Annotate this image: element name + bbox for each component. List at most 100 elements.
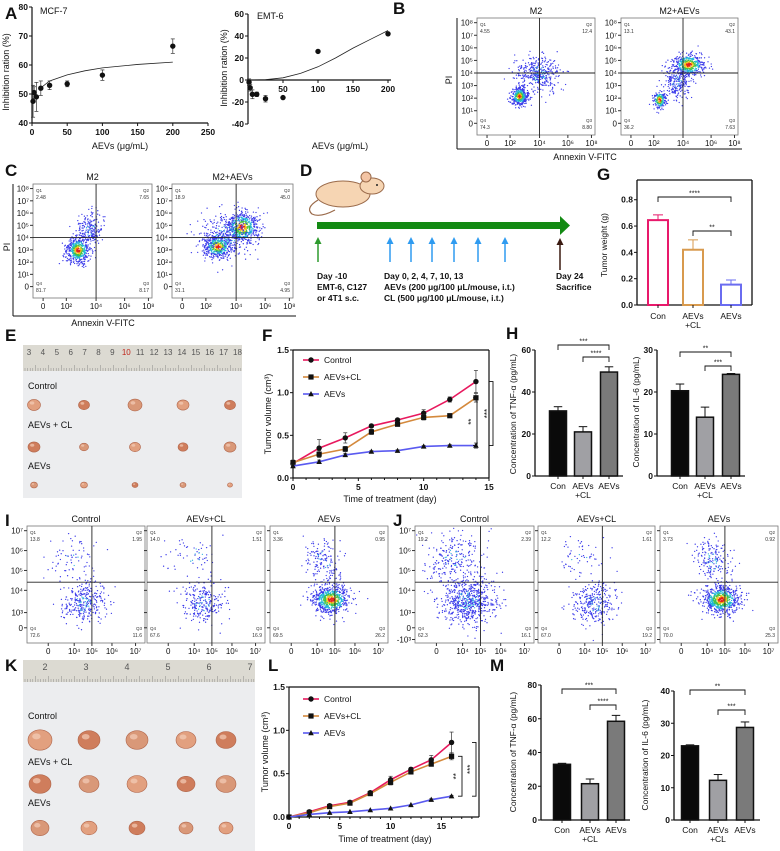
event-dot <box>207 248 209 250</box>
x-tick-label: 5 <box>356 482 361 492</box>
event-dot <box>70 259 73 261</box>
event-dot <box>81 213 83 216</box>
y-tick-label: 80 <box>528 680 538 690</box>
event-dot <box>654 95 657 97</box>
event-dot <box>231 247 234 249</box>
event-dot <box>198 621 201 623</box>
y-tick-label: 0 <box>19 624 24 633</box>
event-dot <box>240 238 243 240</box>
event-dot <box>678 57 680 59</box>
event-dot <box>508 67 510 70</box>
event-dot <box>254 216 256 218</box>
event-dot <box>664 92 666 95</box>
event-dot <box>694 73 696 75</box>
event-dot <box>215 255 217 257</box>
event-dot <box>96 589 99 592</box>
event-dot <box>550 76 552 78</box>
event-dot <box>251 219 253 222</box>
event-dot <box>91 207 93 210</box>
event-dot <box>77 255 80 257</box>
event-dot <box>692 67 694 70</box>
event-dot <box>545 75 547 77</box>
event-dot <box>534 79 537 82</box>
event-dot <box>223 225 225 228</box>
event-dot <box>232 250 235 252</box>
event-dot <box>241 227 243 229</box>
event-dot <box>525 99 527 101</box>
panel-label-G: G <box>597 165 610 184</box>
event-dot <box>687 74 689 76</box>
event-dot <box>664 97 667 100</box>
event-dot <box>686 56 688 59</box>
event-dot <box>79 594 82 596</box>
event-dot <box>694 55 696 57</box>
event-dot <box>209 593 212 596</box>
event-dot <box>700 57 702 59</box>
category-label: AEVs <box>605 825 626 835</box>
quadrant-name: Q1 <box>175 188 182 193</box>
event-dot <box>551 89 553 91</box>
event-dot <box>244 211 247 213</box>
event-dot <box>522 94 525 96</box>
event-dot <box>669 79 671 82</box>
event-dot <box>224 227 227 229</box>
data-point <box>30 98 36 104</box>
y-tick-label: 40 <box>19 118 29 128</box>
event-dot <box>219 222 222 224</box>
event-dot <box>203 249 205 251</box>
event-dot <box>521 106 523 108</box>
x-tick-label: 10⁶ <box>259 302 271 311</box>
y-axis-label: Inhibition ration (%) <box>219 29 229 107</box>
event-dot <box>62 540 64 542</box>
event-dot <box>680 75 682 77</box>
event-dot <box>681 89 683 91</box>
quadrant-value: 8.80 <box>582 125 592 131</box>
event-dot <box>96 609 98 611</box>
event-dot <box>82 597 84 599</box>
event-dot <box>234 231 236 234</box>
event-dot <box>233 244 235 246</box>
event-dot <box>229 245 231 248</box>
event-dot <box>697 68 700 70</box>
event-dot <box>519 98 521 100</box>
data-point <box>316 458 322 464</box>
event-dot <box>679 86 682 88</box>
event-dot <box>216 244 218 246</box>
event-dot <box>247 231 250 234</box>
event-dot <box>210 251 213 253</box>
event-dot <box>660 84 663 86</box>
event-dot <box>690 67 693 69</box>
event-dot <box>74 597 76 599</box>
event-dot <box>86 256 88 258</box>
event-dot <box>247 216 249 218</box>
event-dot <box>208 604 210 607</box>
event-dot <box>183 612 186 615</box>
event-dot <box>82 235 85 237</box>
event-dot <box>81 263 83 265</box>
event-dot <box>227 221 229 223</box>
event-dot <box>520 90 522 92</box>
x-tick-label: 10² <box>504 139 516 148</box>
event-dot <box>245 229 248 232</box>
event-dot <box>204 226 206 229</box>
event-dot <box>518 99 520 101</box>
event-dot <box>663 90 665 92</box>
event-dot <box>223 218 226 221</box>
plot-title: M2+AEVs <box>659 6 700 16</box>
event-dot <box>213 219 215 221</box>
event-dot <box>520 77 523 80</box>
event-dot <box>69 264 72 266</box>
event-dot <box>255 241 257 243</box>
event-dot <box>527 94 530 97</box>
event-dot <box>230 223 232 225</box>
event-dot <box>523 84 526 86</box>
event-dot <box>247 233 249 235</box>
event-dot <box>72 613 74 616</box>
event-dot <box>80 629 83 631</box>
event-dot <box>554 65 557 67</box>
event-dot <box>238 236 240 238</box>
event-dot <box>661 97 664 99</box>
event-dot <box>88 260 90 262</box>
event-dot <box>256 223 258 225</box>
event-dot <box>695 74 697 76</box>
